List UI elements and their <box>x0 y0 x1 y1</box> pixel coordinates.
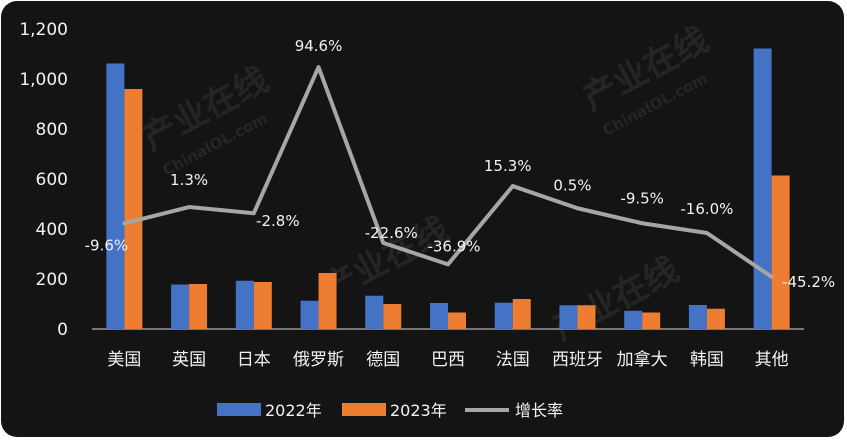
bar-2022-3 <box>300 300 319 329</box>
bar-2023-3 <box>318 273 337 329</box>
bar-2023-1 <box>189 284 208 329</box>
y-tick-label: 600 <box>36 170 68 190</box>
y-tick-label: 0 <box>57 320 68 340</box>
legend-2022-label: 2022年 <box>265 401 322 420</box>
x-category-label: 日本 <box>237 350 271 370</box>
bar-2022-1 <box>171 284 190 329</box>
legend-2022-swatch <box>217 403 261 416</box>
x-category-label: 韩国 <box>690 350 724 370</box>
bar-2023-10 <box>771 175 790 329</box>
x-category-label: 其他 <box>755 350 789 370</box>
x-category-label: 俄罗斯 <box>293 350 344 370</box>
x-category-label: 加拿大 <box>617 349 668 370</box>
bar-2022-6 <box>494 302 513 329</box>
growth-data-label: -2.8% <box>256 212 300 230</box>
y-tick-label: 400 <box>36 220 68 240</box>
growth-data-label: -9.6% <box>85 236 129 254</box>
bar-2022-0 <box>106 63 125 329</box>
growth-data-label: 0.5% <box>553 176 591 194</box>
growth-data-label: -45.2% <box>782 273 835 291</box>
bar-2022-4 <box>365 295 384 329</box>
legend-2023-label: 2023年 <box>390 401 447 420</box>
growth-data-label: -36.9% <box>427 237 480 255</box>
x-category-label: 美国 <box>107 350 141 370</box>
x-category-label: 巴西 <box>431 350 465 370</box>
x-category-label: 法国 <box>496 350 530 370</box>
growth-data-label: 94.6% <box>295 37 343 55</box>
bar-2023-0 <box>124 89 143 329</box>
y-tick-label: 1,200 <box>19 20 68 40</box>
legend-growth-label: 增长率 <box>515 401 563 420</box>
growth-data-label: -22.6% <box>365 224 418 242</box>
growth-line <box>122 65 774 279</box>
bar-2022-9 <box>688 305 707 329</box>
bar-2023-4 <box>383 304 402 329</box>
y-tick-label: 800 <box>36 120 68 140</box>
growth-data-label: -16.0% <box>680 200 733 218</box>
bar-2022-7 <box>559 305 578 329</box>
x-category-label: 西班牙 <box>552 350 603 370</box>
legend-2023-swatch <box>342 403 386 416</box>
watermark-brand-4: 产业在线 <box>546 250 685 349</box>
bar-2022-5 <box>430 303 448 329</box>
bar-2023-7 <box>577 305 596 329</box>
bar-2023-2 <box>253 282 272 329</box>
x-category-label: 英国 <box>172 350 206 370</box>
x-category-label: 德国 <box>366 350 400 370</box>
growth-data-label: 1.3% <box>170 171 208 189</box>
bar-2023-6 <box>512 299 531 329</box>
growth-data-label: 15.3% <box>484 157 532 175</box>
y-tick-label: 200 <box>36 270 68 290</box>
bar-2023-9 <box>706 308 725 329</box>
bar-2023-5 <box>448 312 466 329</box>
y-tick-label: 1,000 <box>19 70 68 90</box>
bar-2022-2 <box>235 280 254 329</box>
bar-2022-10 <box>753 48 772 329</box>
bar-2023-8 <box>642 312 661 329</box>
growth-data-label: -9.5% <box>620 189 664 207</box>
bar-2022-8 <box>624 310 643 329</box>
